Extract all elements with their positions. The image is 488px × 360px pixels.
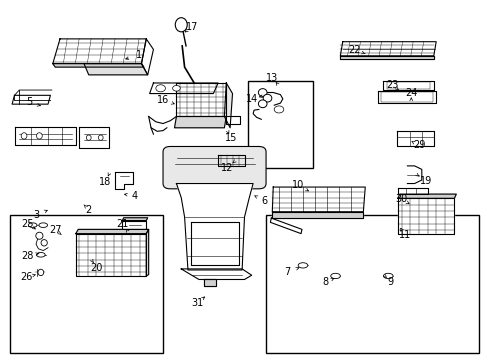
Text: 27: 27: [49, 225, 61, 235]
Text: 9: 9: [387, 277, 393, 287]
Ellipse shape: [37, 252, 45, 257]
Polygon shape: [176, 184, 253, 270]
Polygon shape: [76, 234, 146, 276]
Polygon shape: [181, 269, 251, 279]
Circle shape: [156, 85, 165, 92]
Bar: [386, 82, 429, 89]
Text: 17: 17: [185, 22, 198, 32]
FancyBboxPatch shape: [163, 147, 265, 189]
Polygon shape: [84, 64, 147, 75]
Bar: [248, 81, 312, 168]
Text: 24: 24: [404, 87, 417, 98]
Text: 26: 26: [20, 272, 33, 282]
Text: 5: 5: [27, 98, 33, 107]
Text: 1: 1: [136, 50, 142, 60]
Ellipse shape: [39, 223, 47, 228]
Ellipse shape: [298, 263, 307, 268]
Text: 4: 4: [131, 191, 137, 201]
Ellipse shape: [330, 273, 340, 279]
Text: 2: 2: [85, 205, 92, 215]
Circle shape: [172, 85, 180, 91]
Text: 18: 18: [99, 177, 111, 187]
Ellipse shape: [383, 273, 392, 279]
Polygon shape: [218, 155, 245, 166]
Text: 7: 7: [284, 267, 290, 277]
Polygon shape: [174, 117, 226, 128]
Ellipse shape: [258, 100, 266, 108]
Text: 3: 3: [33, 210, 39, 220]
Ellipse shape: [37, 133, 42, 139]
Text: 6: 6: [261, 196, 267, 206]
Polygon shape: [146, 229, 148, 276]
Polygon shape: [12, 95, 50, 104]
Text: 25: 25: [21, 219, 34, 229]
Bar: [265, 215, 478, 353]
Polygon shape: [272, 212, 363, 218]
Polygon shape: [340, 56, 433, 59]
Polygon shape: [377, 91, 435, 103]
Text: 21: 21: [116, 219, 128, 229]
Polygon shape: [76, 229, 148, 234]
Ellipse shape: [98, 135, 103, 140]
Text: 14: 14: [245, 94, 257, 104]
Text: 13: 13: [265, 73, 278, 83]
Polygon shape: [190, 222, 238, 265]
Polygon shape: [340, 42, 435, 56]
Text: 10: 10: [291, 180, 304, 190]
Ellipse shape: [258, 89, 266, 96]
Polygon shape: [149, 83, 218, 94]
Text: 16: 16: [157, 95, 169, 104]
Text: 31: 31: [191, 298, 203, 308]
Ellipse shape: [28, 223, 37, 228]
Ellipse shape: [36, 232, 43, 239]
Text: 29: 29: [412, 140, 425, 150]
Text: 22: 22: [348, 45, 360, 55]
Polygon shape: [176, 83, 226, 117]
Text: 28: 28: [21, 251, 34, 261]
Polygon shape: [383, 81, 433, 90]
Text: 20: 20: [91, 263, 103, 273]
Polygon shape: [397, 198, 453, 234]
Polygon shape: [141, 39, 153, 75]
Polygon shape: [122, 221, 146, 229]
Text: 15: 15: [224, 133, 237, 143]
Ellipse shape: [175, 18, 187, 32]
Polygon shape: [53, 64, 143, 67]
Ellipse shape: [86, 135, 91, 140]
Polygon shape: [16, 127, 76, 145]
Text: 23: 23: [385, 80, 397, 90]
Text: 8: 8: [321, 277, 327, 287]
Polygon shape: [270, 218, 302, 234]
Polygon shape: [224, 83, 232, 128]
Ellipse shape: [38, 269, 43, 276]
Polygon shape: [79, 127, 109, 148]
Ellipse shape: [21, 133, 27, 139]
Circle shape: [274, 106, 283, 113]
Bar: [380, 92, 432, 102]
Polygon shape: [397, 188, 427, 194]
Text: 11: 11: [398, 230, 410, 240]
Ellipse shape: [41, 240, 47, 246]
Text: 19: 19: [419, 176, 431, 186]
Polygon shape: [397, 194, 455, 198]
Polygon shape: [396, 131, 433, 147]
Polygon shape: [115, 172, 133, 189]
Ellipse shape: [263, 94, 271, 102]
Polygon shape: [122, 218, 147, 221]
Text: 12: 12: [220, 163, 232, 173]
Polygon shape: [226, 117, 239, 123]
Text: 30: 30: [395, 194, 407, 204]
Polygon shape: [203, 279, 215, 286]
Bar: [10, 215, 163, 353]
Polygon shape: [272, 187, 365, 212]
Polygon shape: [53, 39, 146, 64]
